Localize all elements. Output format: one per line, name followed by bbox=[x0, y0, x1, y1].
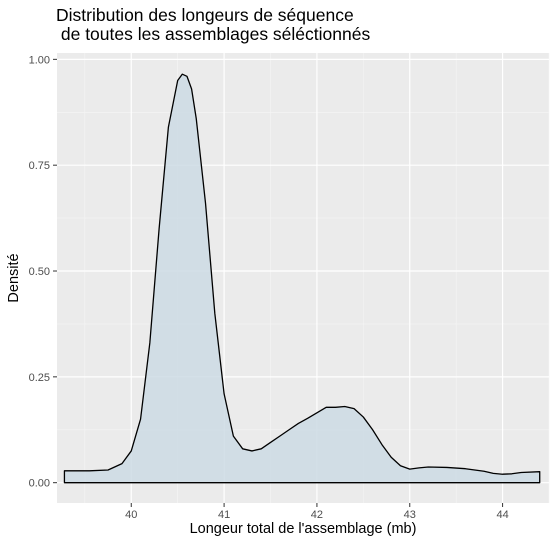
y-axis-title: Densité bbox=[6, 253, 22, 302]
density-area bbox=[63, 73, 541, 484]
x-tick-label: 41 bbox=[218, 509, 230, 521]
chart-title-line-2: de toutes les assemblages séléctionnés bbox=[56, 24, 370, 44]
y-tick-label: 0.25 bbox=[29, 372, 50, 384]
chart-title-line-1: Distribution des longeurs de séquence bbox=[56, 5, 354, 25]
x-axis: 40 41 42 43 44 bbox=[125, 503, 509, 521]
y-tick-label: 0.50 bbox=[29, 266, 50, 278]
y-tick-label: 1.00 bbox=[29, 54, 50, 66]
x-tick-label: 42 bbox=[311, 509, 323, 521]
x-tick-label: 44 bbox=[496, 509, 508, 521]
y-axis: 0.00 0.25 0.50 0.75 1.00 bbox=[29, 54, 57, 490]
y-tick-label: 0.00 bbox=[29, 478, 50, 490]
x-axis-title: Longeur total de l'assemblage (mb) bbox=[190, 521, 417, 537]
y-tick-label: 0.75 bbox=[29, 160, 50, 172]
x-tick-label: 43 bbox=[404, 509, 416, 521]
x-tick-label: 40 bbox=[125, 509, 137, 521]
